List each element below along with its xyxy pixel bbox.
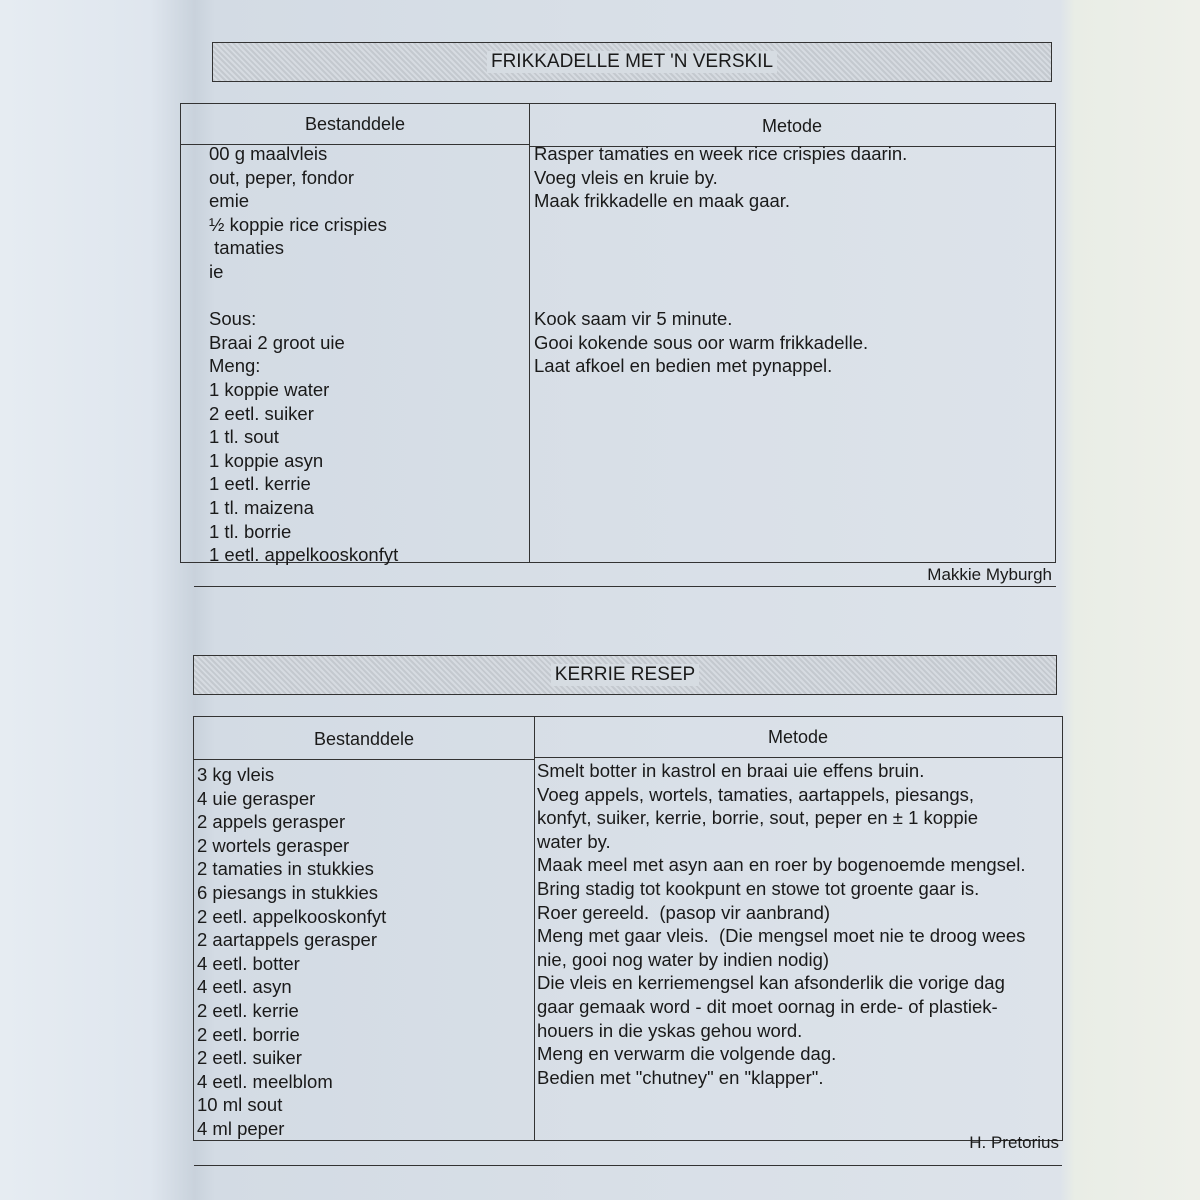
ingredient-line: 1 tl. sout xyxy=(209,426,279,448)
method-line: Voeg appels, wortels, tamaties, aartappe… xyxy=(537,783,975,805)
recipe-table: Bestanddele Metode 3 kg vleis 4 uie geras… xyxy=(193,716,1063,1141)
method-line: Gooi kokende sous oor warm frikkadelle. xyxy=(534,331,869,353)
column-divider xyxy=(529,104,530,562)
method-line: nie, gooi nog water by indien nodig) xyxy=(537,948,830,970)
ingredient-line: 1 koppie water xyxy=(209,378,330,400)
ingredient-line: 2 tamaties in stukkies xyxy=(197,858,374,880)
method-line xyxy=(534,213,907,237)
recipe-author: H. Pretorius xyxy=(969,1133,1059,1152)
recipe-title-text: FRIKKADELLE MET 'N VERSKIL xyxy=(486,51,778,73)
ingredient-line: ie xyxy=(209,260,224,282)
recipe-title-text: KERRIE RESEP xyxy=(550,664,700,686)
method-line xyxy=(534,260,907,284)
method-line: Meng met gaar vleis. (Die mengsel moet n… xyxy=(537,925,1026,947)
ingredient-line: emie xyxy=(209,190,250,212)
method-line: Voeg vleis en kruie by. xyxy=(534,166,718,188)
ingredient-line: tamaties xyxy=(209,237,285,259)
method-line: Rasper tamaties en week rice crispies da… xyxy=(534,143,908,164)
ingredient-line xyxy=(209,284,398,308)
ingredients-list: 3 kg vleis 4 uie gerasper 2 appels geraspe… xyxy=(197,763,386,1141)
ingredient-line: 00 g maalvleis xyxy=(209,143,328,164)
method-line: Maak meel met asyn aan en roer by bogeno… xyxy=(537,854,1026,876)
recipe-author: Makkie Myburgh xyxy=(927,565,1052,584)
column-divider xyxy=(534,717,535,1140)
ingredient-line: 2 eetl. kerrie xyxy=(197,999,299,1021)
method-line: Smelt botter in kastrol en braai uie eff… xyxy=(537,760,925,781)
method-line: Bring stadig tot kookpunt en stowe tot g… xyxy=(537,877,980,899)
ingredient-line: 1 eetl. appelkooskonfyt xyxy=(209,544,399,566)
ingredient-line: 2 eetl. suiker xyxy=(197,1047,302,1069)
ingredient-line: 1 tl. borrie xyxy=(209,520,292,542)
method-line: Laat afkoel en bedien met pynappel. xyxy=(534,355,833,377)
ingredient-line: 10 ml sout xyxy=(197,1094,283,1116)
ingredient-line: 2 eetl. suiker xyxy=(209,402,314,424)
method-list: Smelt botter in kastrol en braai uie eff… xyxy=(537,759,1025,1089)
method-line: water by. xyxy=(537,830,611,852)
ingredient-line: 2 appels gerasper xyxy=(197,811,346,833)
method-list: Rasper tamaties en week rice crispies da… xyxy=(534,142,907,378)
ingredient-line: 1 tl. maizena xyxy=(209,496,314,518)
method-header: Metode xyxy=(529,106,1055,147)
recipe-title: FRIKKADELLE MET 'N VERSKIL xyxy=(212,42,1052,82)
ingredients-header: Bestanddele xyxy=(181,104,529,145)
ingredient-line: 1 koppie asyn xyxy=(209,449,324,471)
ingredient-line: Braai 2 groot uie xyxy=(209,331,345,353)
ingredient-line: 2 wortels gerasper xyxy=(197,834,350,856)
ingredient-line: 4 eetl. botter xyxy=(197,952,300,974)
method-header: Metode xyxy=(534,717,1062,758)
method-line: konfyt, suiker, kerrie, borrie, sout, pe… xyxy=(537,807,979,829)
ingredient-line: 2 eetl. borrie xyxy=(197,1023,300,1045)
ingredient-line: Meng: xyxy=(209,355,261,377)
ingredient-line: Sous: xyxy=(209,308,257,330)
method-line: Roer gereeld. (pasop vir aanbrand) xyxy=(537,901,831,923)
ingredient-line: 2 aartappels gerasper xyxy=(197,929,377,951)
method-line: gaar gemaak word - dit moet oornag in er… xyxy=(537,995,998,1017)
ingredient-line: 4 eetl. asyn xyxy=(197,976,292,998)
ingredient-line: 2 eetl. appelkooskonfyt xyxy=(197,905,387,927)
ingredient-line: out, peper, fondor xyxy=(209,166,355,188)
method-line: Maak frikkadelle en maak gaar. xyxy=(534,190,791,212)
method-line xyxy=(534,236,907,260)
ingredient-line: 4 eetl. meelblom xyxy=(197,1070,333,1092)
method-line xyxy=(534,284,907,308)
method-line: Die vleis en kerriemengsel kan afsonderl… xyxy=(537,972,1005,994)
method-line: Kook saam vir 5 minute. xyxy=(534,308,733,330)
ingredient-line: 1 eetl. kerrie xyxy=(209,473,311,495)
recipe-table: Bestanddele Metode 00 g maalvleis out, pe… xyxy=(180,103,1056,565)
method-line: houers in die yskas gehou word. xyxy=(537,1019,803,1041)
method-line: Bedien met "chutney" en "klapper". xyxy=(537,1066,824,1088)
ingredient-line: 4 ml peper xyxy=(197,1117,285,1139)
recipe-title: KERRIE RESEP xyxy=(193,655,1057,695)
divider xyxy=(194,1165,1062,1166)
ingredient-line: 3 kg vleis xyxy=(197,764,275,785)
ingredients-list: 00 g maalvleis out, peper, fondor emie ½ ko… xyxy=(209,142,398,567)
ingredient-line: 6 piesangs in stukkies xyxy=(197,881,378,903)
ingredients-header: Bestanddele xyxy=(194,719,534,760)
ingredient-line: 4 uie gerasper xyxy=(197,787,316,809)
divider xyxy=(194,586,1056,587)
ingredient-line: ½ koppie rice crispies xyxy=(209,213,387,235)
method-line: Meng en verwarm die volgende dag. xyxy=(537,1043,837,1065)
